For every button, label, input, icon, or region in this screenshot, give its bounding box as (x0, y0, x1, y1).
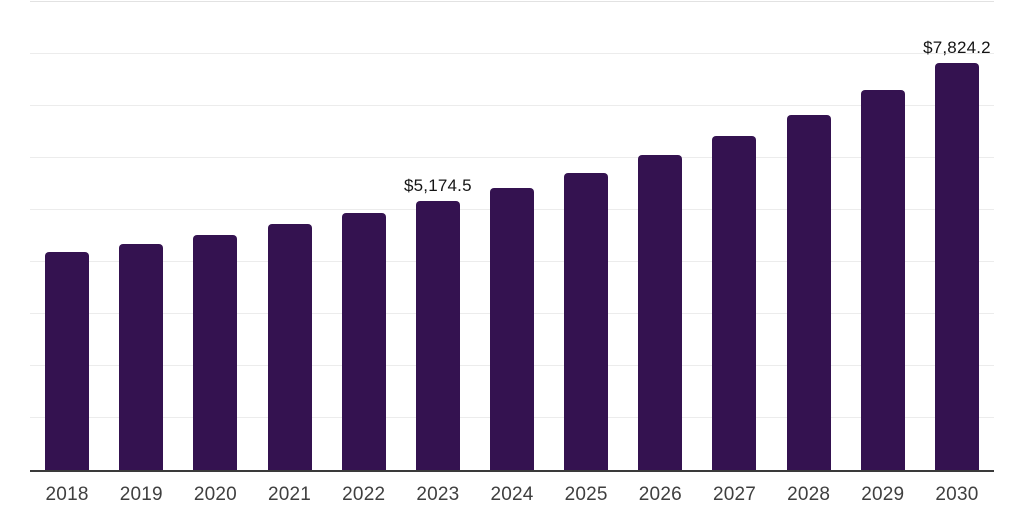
bar-column-2028 (772, 2, 846, 470)
bar-2023 (415, 200, 460, 470)
x-tick-label-2028: 2028 (787, 484, 831, 505)
x-axis-labels: 2018 2019 2020 2021 2022 2023 2024 2025 2026 2027… (30, 472, 994, 506)
bar-column-2026 (623, 2, 697, 470)
x-tick-label-2018: 2018 (45, 484, 89, 505)
gridline (30, 1, 994, 2)
x-tick-label-2026: 2026 (638, 484, 682, 505)
plot-area: $5,174.5 $7,824.2 (30, 1, 994, 472)
x-tick-label-2024: 2024 (490, 484, 534, 505)
bar-column-2029 (846, 2, 920, 470)
bar-2024 (490, 187, 535, 470)
x-tick-label-2020: 2020 (193, 484, 237, 505)
bar-2021 (267, 224, 312, 470)
bar-column-2027 (697, 2, 771, 470)
gridline (30, 157, 994, 158)
bar-2020 (193, 234, 238, 470)
bar-2027 (712, 135, 757, 470)
x-tick-label-2023: 2023 (416, 484, 460, 505)
gridline (30, 53, 994, 54)
bar-column-2024 (475, 2, 549, 470)
bar-2018 (45, 252, 90, 470)
bar-2028 (786, 115, 831, 470)
bar-2022 (341, 213, 386, 470)
x-tick-label-2025: 2025 (564, 484, 608, 505)
bar-column-2019 (104, 2, 178, 470)
bar-column-2025 (549, 2, 623, 470)
x-tick-label-2027: 2027 (712, 484, 757, 505)
bar-column-2022 (327, 2, 401, 470)
x-tick-label-2019: 2019 (119, 484, 163, 505)
x-tick-label-2030: 2030 (935, 484, 979, 505)
bar-2029 (860, 90, 905, 470)
x-tick-label-2021: 2021 (268, 484, 312, 505)
bar-column-2021 (252, 2, 326, 470)
bar-2025 (564, 172, 609, 470)
bar-column-2030: $7,824.2 (920, 2, 994, 470)
bar-2019 (119, 244, 164, 470)
bar-2030 (934, 63, 979, 470)
x-tick-label-2029: 2029 (861, 484, 905, 505)
bar-column-2023: $5,174.5 (401, 2, 475, 470)
x-tick-label-2022: 2022 (342, 484, 386, 505)
gridline (30, 105, 994, 106)
bar-value-label-2030: $7,824.2 (923, 38, 991, 58)
bar-column-2020 (178, 2, 252, 470)
bars-container: $5,174.5 $7,824.2 (30, 2, 994, 470)
bar-2026 (638, 154, 683, 470)
bar-column-2018 (30, 2, 104, 470)
bar-value-label-2023: $5,174.5 (403, 175, 472, 195)
